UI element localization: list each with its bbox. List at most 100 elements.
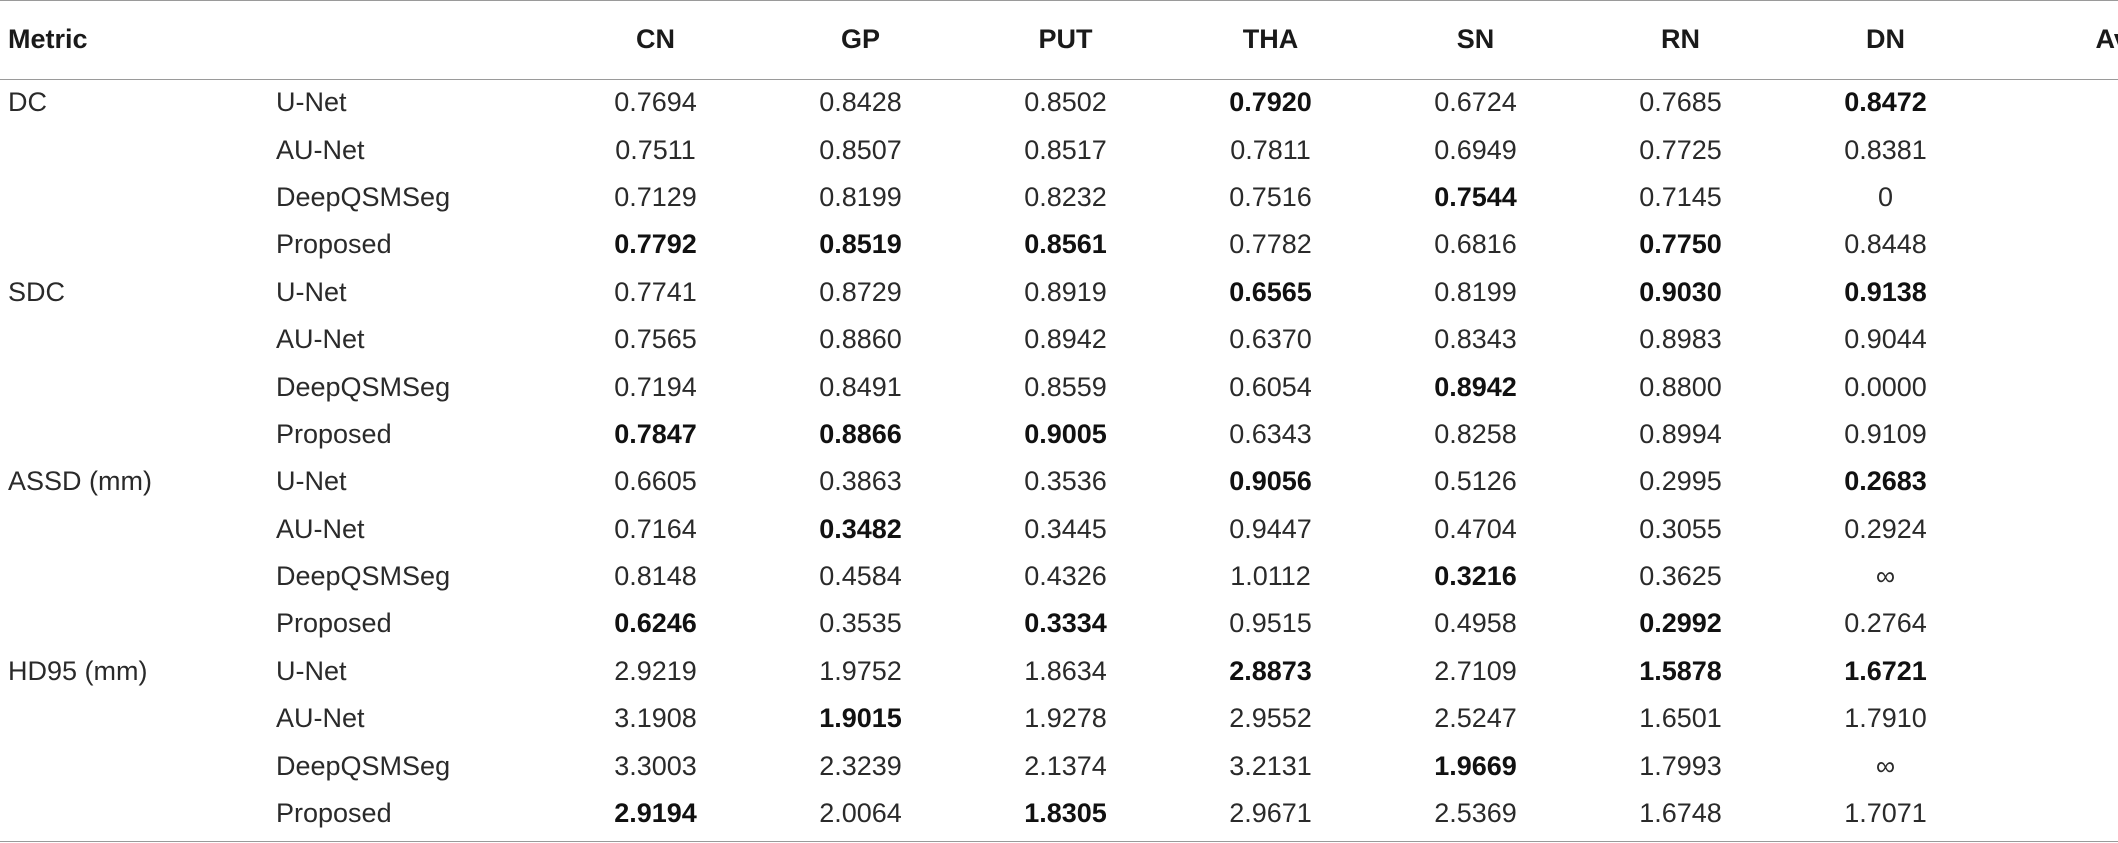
value-cell: 0.8472 [1844,87,1927,118]
table-row: SDC U-Net 0.7741 0.8729 0.8919 0.6565 0.8199 0.… [0,269,2118,316]
value-cell: 0.7847 [614,418,697,449]
average-cell: 0.8346 [1988,411,2118,458]
value-cell: ∞ [1875,750,1896,781]
value-cell: 0.8860 [819,324,902,355]
value-cell: 1.7071 [1844,798,1927,829]
table-row: AU-Net 0.7511 0.8507 0.8517 0.7811 0.6949 0.77… [0,126,2118,173]
table-row: DeepQSMSeg 3.3003 2.3239 2.1374 3.2131 1.9669… [0,742,2118,789]
value-cell: 2.9552 [1229,703,1312,734]
value-cell: 0.8866 [819,418,902,449]
method-cell: Proposed [276,229,392,260]
value-cell: 0.3482 [819,513,902,544]
metric-cell [0,363,276,410]
method-cell: U-Net [276,87,347,118]
value-cell: ∞ [1875,561,1896,592]
value-cell: 0.6724 [1434,87,1517,118]
metric-cell [0,411,276,458]
average-cell: 0.4838 [1988,458,2118,505]
header-rn: RN [1661,24,1700,54]
value-cell: 0.7725 [1639,134,1722,165]
value-cell: 0.9044 [1844,324,1927,355]
value-cell: 1.7910 [1844,703,1927,734]
value-cell: 0.6370 [1229,324,1312,355]
value-cell: 2.8873 [1229,655,1312,686]
header-gp: GP [840,24,880,54]
header-cn: CN [636,24,675,54]
value-cell: 0.3334 [1024,608,1107,639]
metric-cell [0,553,276,600]
method-cell: Proposed [276,798,392,829]
method-cell: Proposed [276,418,392,449]
value-cell: 0.6605 [614,466,697,497]
method-cell: U-Net [276,655,347,686]
value-cell: 0.8519 [819,229,902,260]
average-cell: 2.2346 [1988,790,2118,837]
value-cell: 1.8634 [1024,655,1107,686]
method-cell: DeepQSMSeg [276,371,451,402]
table-row: AU-Net 0.7565 0.8860 0.8942 0.6370 0.8343 0.89… [0,316,2118,363]
value-cell: 0.7145 [1639,181,1722,212]
value-cell: 0.6949 [1434,134,1517,165]
metric-cell [0,695,276,742]
value-cell: 0.0000 [1844,371,1927,402]
value-cell: 0.8491 [819,371,902,402]
table-row: AU-Net 0.7164 0.3482 0.3445 0.9447 0.4704 0.30… [0,506,2118,553]
value-cell: 1.9015 [819,703,902,734]
average-cell: 0.4763 [1988,600,2118,647]
value-cell: 0.8800 [1639,371,1722,402]
value-cell: 2.7109 [1434,655,1517,686]
value-cell: 0.7694 [614,87,697,118]
average-cell: / [1988,742,2118,789]
table-row: ASSD (mm) U-Net 0.6605 0.3863 0.3536 0.9056 0.… [0,458,2118,505]
value-cell: 0.8343 [1434,324,1517,355]
value-cell: 0.8561 [1024,229,1107,260]
value-cell: 0 [1877,181,1894,212]
value-cell: 0.6054 [1229,371,1312,402]
value-cell: 0.4704 [1434,513,1517,544]
value-cell: 2.3239 [819,750,902,781]
method-cell: Proposed [276,608,392,639]
method-cell: U-Net [276,276,347,307]
value-cell: 0.7792 [614,229,697,260]
value-cell: 0.8199 [819,181,902,212]
header-method [276,0,553,79]
value-cell: 0.7782 [1229,229,1312,260]
metric-cell [0,742,276,789]
value-cell: 1.6748 [1639,798,1722,829]
table-row: AU-Net 3.1908 1.9015 1.9278 2.9552 2.5247 1.65… [0,695,2118,742]
average-cell: / [1988,553,2118,600]
value-cell: 0.7685 [1639,87,1722,118]
average-cell: 0.6863 [1988,363,2118,410]
value-cell: 1.8305 [1024,798,1107,829]
value-cell: 0.6816 [1434,229,1517,260]
value-cell: 1.9278 [1024,703,1107,734]
value-cell: 0.8559 [1024,371,1107,402]
value-cell: 2.5369 [1434,798,1517,829]
metric-cell [0,316,276,363]
table-row: Proposed 2.9194 2.0064 1.8305 2.9671 2.5369 1.… [0,790,2118,837]
header-row: Metric CN GP PUT THA SN RN DN Average [0,0,2118,79]
header-rule [0,79,2118,80]
value-cell: 0.3536 [1024,466,1107,497]
value-cell: 0.6565 [1229,276,1312,307]
value-cell: 0.7129 [614,181,697,212]
metric-cell: DC [8,87,47,118]
value-cell: 0.9005 [1024,418,1107,449]
value-cell: 0.9056 [1229,466,1312,497]
value-cell: 0.9109 [1844,418,1927,449]
value-cell: 0.8381 [1844,134,1927,165]
value-cell: 0.2924 [1844,513,1927,544]
value-cell: 0.3055 [1639,513,1722,544]
value-cell: 0.3216 [1434,561,1517,592]
table-row: Proposed 0.6246 0.3535 0.3334 0.9515 0.4958 0.… [0,600,2118,647]
metric-cell [0,506,276,553]
average-cell: 0.7914 [1988,126,2118,173]
value-cell: 0.8942 [1024,324,1107,355]
value-cell: 1.7993 [1639,750,1722,781]
value-cell: 0.2683 [1844,466,1927,497]
table-row: DC U-Net 0.7694 0.8428 0.8502 0.7920 0.6724 0.7… [0,79,2118,126]
value-cell: 2.0064 [819,798,902,829]
method-cell: AU-Net [276,324,365,355]
header-tha: THA [1242,24,1299,54]
